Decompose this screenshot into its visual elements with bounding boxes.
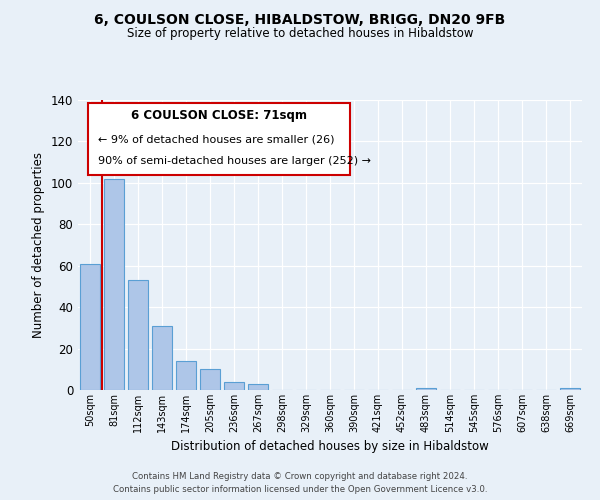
- Bar: [416, 388, 436, 390]
- Text: 6 COULSON CLOSE: 71sqm: 6 COULSON CLOSE: 71sqm: [131, 110, 307, 122]
- Text: Contains HM Land Registry data © Crown copyright and database right 2024.: Contains HM Land Registry data © Crown c…: [132, 472, 468, 481]
- Bar: [152, 326, 172, 390]
- Bar: [104, 178, 124, 390]
- Bar: [176, 361, 196, 390]
- Bar: [200, 370, 220, 390]
- Text: ← 9% of detached houses are smaller (26): ← 9% of detached houses are smaller (26): [98, 134, 335, 144]
- Bar: [248, 384, 268, 390]
- Text: 6, COULSON CLOSE, HIBALDSTOW, BRIGG, DN20 9FB: 6, COULSON CLOSE, HIBALDSTOW, BRIGG, DN2…: [94, 12, 506, 26]
- Text: Size of property relative to detached houses in Hibaldstow: Size of property relative to detached ho…: [127, 28, 473, 40]
- Bar: [80, 264, 100, 390]
- Bar: [224, 382, 244, 390]
- Bar: [128, 280, 148, 390]
- FancyBboxPatch shape: [88, 103, 350, 176]
- Text: 90% of semi-detached houses are larger (252) →: 90% of semi-detached houses are larger (…: [98, 156, 371, 166]
- Y-axis label: Number of detached properties: Number of detached properties: [32, 152, 45, 338]
- Bar: [560, 388, 580, 390]
- X-axis label: Distribution of detached houses by size in Hibaldstow: Distribution of detached houses by size …: [171, 440, 489, 454]
- Text: Contains public sector information licensed under the Open Government Licence v3: Contains public sector information licen…: [113, 485, 487, 494]
